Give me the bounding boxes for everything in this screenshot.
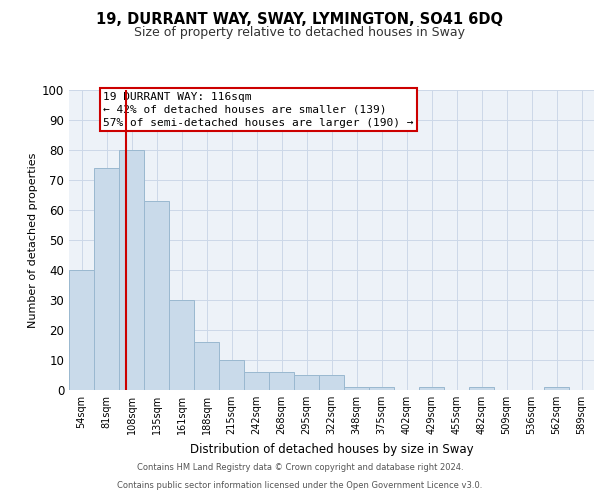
- Bar: [369, 387, 394, 390]
- Bar: [344, 387, 369, 390]
- Bar: [119, 150, 144, 390]
- Y-axis label: Number of detached properties: Number of detached properties: [28, 152, 38, 328]
- Bar: [319, 375, 344, 390]
- Bar: [94, 168, 119, 390]
- Text: Contains HM Land Registry data © Crown copyright and database right 2024.: Contains HM Land Registry data © Crown c…: [137, 464, 463, 472]
- Bar: [69, 270, 94, 390]
- Bar: [269, 372, 294, 390]
- Bar: [244, 372, 269, 390]
- Bar: [144, 201, 169, 390]
- Text: 19 DURRANT WAY: 116sqm
← 42% of detached houses are smaller (139)
57% of semi-de: 19 DURRANT WAY: 116sqm ← 42% of detached…: [103, 92, 413, 128]
- Bar: [469, 387, 494, 390]
- Bar: [419, 387, 444, 390]
- Bar: [194, 342, 219, 390]
- Text: Size of property relative to detached houses in Sway: Size of property relative to detached ho…: [134, 26, 466, 39]
- Text: Contains public sector information licensed under the Open Government Licence v3: Contains public sector information licen…: [118, 481, 482, 490]
- X-axis label: Distribution of detached houses by size in Sway: Distribution of detached houses by size …: [190, 442, 473, 456]
- Bar: [294, 375, 319, 390]
- Bar: [544, 387, 569, 390]
- Text: 19, DURRANT WAY, SWAY, LYMINGTON, SO41 6DQ: 19, DURRANT WAY, SWAY, LYMINGTON, SO41 6…: [97, 12, 503, 28]
- Bar: [219, 360, 244, 390]
- Bar: [169, 300, 194, 390]
